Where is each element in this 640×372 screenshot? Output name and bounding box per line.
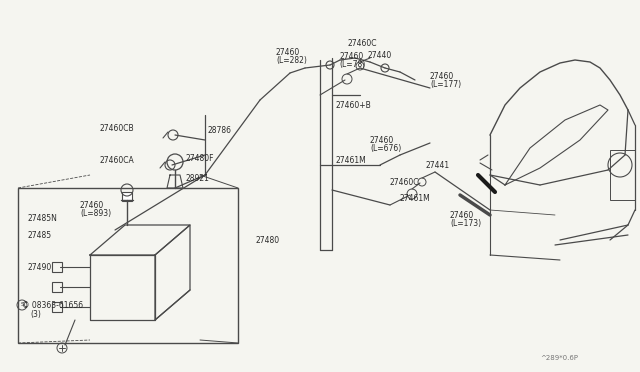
Bar: [122, 192, 132, 201]
Text: 27460: 27460: [370, 135, 394, 144]
Text: 27461M: 27461M: [400, 193, 431, 202]
Text: 27460: 27460: [339, 51, 364, 61]
Bar: [52, 302, 62, 312]
Text: S: S: [20, 302, 24, 308]
Text: 27480F: 27480F: [186, 154, 214, 163]
Text: (L=78): (L=78): [339, 60, 365, 68]
Text: 27460: 27460: [430, 71, 454, 80]
Text: 27460C: 27460C: [390, 177, 419, 186]
Text: 27441: 27441: [425, 160, 449, 170]
Text: (L=282): (L=282): [276, 55, 307, 64]
Text: 27485: 27485: [28, 231, 52, 240]
Text: 27480: 27480: [255, 235, 279, 244]
Text: 27460: 27460: [80, 201, 104, 209]
Bar: [610, 150, 635, 200]
Bar: [18, 188, 238, 343]
Text: 27485N: 27485N: [28, 214, 58, 222]
Text: 27460: 27460: [276, 48, 300, 57]
Text: 27460CA: 27460CA: [100, 155, 135, 164]
Text: 27460: 27460: [450, 211, 474, 219]
Text: 27460C: 27460C: [347, 38, 376, 48]
Text: 28786: 28786: [208, 125, 232, 135]
Text: © 08363-61656: © 08363-61656: [22, 301, 83, 310]
Text: 27460CB: 27460CB: [100, 124, 134, 132]
Text: 27490: 27490: [28, 263, 52, 273]
Text: 27460+B: 27460+B: [335, 100, 371, 109]
Text: (L=177): (L=177): [430, 80, 461, 89]
Text: ^289*0.6P: ^289*0.6P: [540, 355, 578, 361]
Text: (3): (3): [30, 311, 41, 320]
Bar: [52, 282, 62, 292]
Text: (L=893): (L=893): [80, 208, 111, 218]
Text: (L=676): (L=676): [370, 144, 401, 153]
Text: 28921: 28921: [186, 173, 210, 183]
Bar: [52, 262, 62, 272]
Text: 27461M: 27461M: [336, 155, 367, 164]
Text: (L=173): (L=173): [450, 218, 481, 228]
Text: 27440: 27440: [368, 51, 392, 60]
